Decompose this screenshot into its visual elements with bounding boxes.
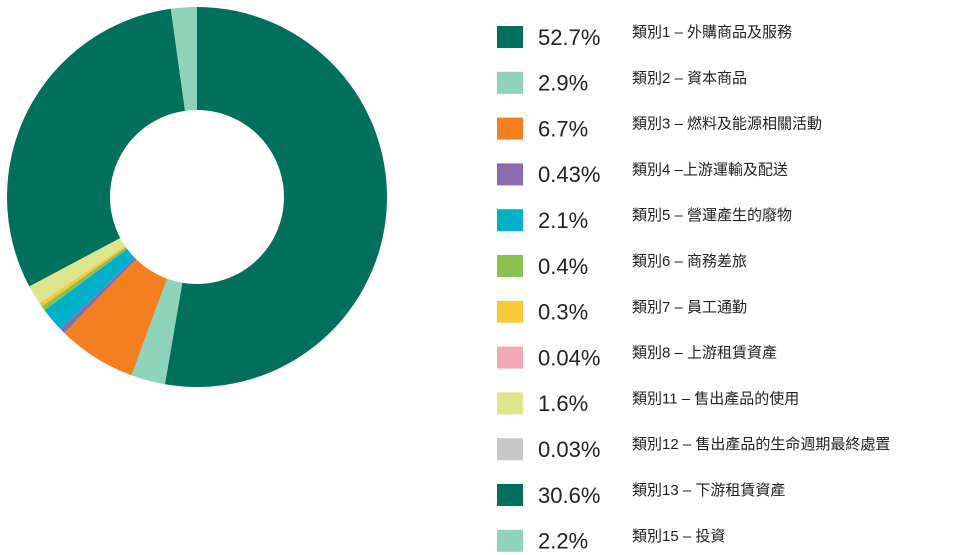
legend-label: 類別8 – 上游租賃資產 — [632, 345, 777, 362]
legend-label: 類別12 – 售出產品的生命週期最終處置 — [632, 435, 890, 453]
legend-label: 類別13 – 下游租賃資產 — [632, 482, 785, 499]
legend-swatch — [497, 484, 523, 506]
legend-swatch — [497, 438, 523, 461]
legend-swatch — [497, 163, 523, 186]
legend-value: 6.7% — [538, 116, 588, 141]
donut-slice — [29, 238, 125, 304]
donut-slice — [6, 8, 186, 287]
legend-label: 類別4 –上游運輸及配送 — [632, 161, 788, 178]
donut-slice — [41, 247, 128, 311]
legend-value: 52.7% — [538, 25, 600, 50]
legend-value: 0.03% — [538, 437, 600, 462]
legend-label: 類別6 – 商務差旅 — [632, 253, 747, 270]
legend-swatch — [497, 300, 523, 323]
donut-slice — [164, 7, 387, 387]
legend-value: 0.4% — [538, 254, 588, 279]
legend-label: 類別15 – 投資 — [632, 528, 725, 545]
legend-swatch — [497, 71, 523, 94]
legend-label: 類別7 – 員工通勤 — [632, 299, 747, 316]
donut-slice — [131, 278, 183, 385]
legend-value: 0.3% — [538, 300, 588, 325]
legend-label: 類別3 – 燃料及能源相關活動 — [632, 115, 822, 133]
donut-slice — [60, 257, 137, 334]
legend-label: 類別2 – 資本商品 — [632, 70, 747, 87]
donut-slice — [39, 245, 125, 304]
legend-swatch — [497, 346, 523, 369]
donut-slice — [170, 7, 197, 111]
legend-swatch — [497, 392, 523, 415]
legend-value: 1.6% — [538, 391, 588, 416]
legend-swatch — [497, 529, 523, 552]
legend-swatch — [497, 117, 523, 140]
legend-swatch — [497, 209, 523, 232]
legend-value: 0.43% — [538, 162, 600, 187]
donut-slice — [44, 248, 135, 330]
donut-slice — [29, 237, 121, 287]
legend-value: 2.1% — [538, 208, 588, 233]
legend-label: 類別11 – 售出產品的使用 — [632, 390, 799, 407]
legend-value: 0.04% — [538, 345, 600, 370]
legend-value: 2.9% — [538, 71, 588, 96]
legend-value: 2.2% — [538, 529, 588, 554]
donut-slice — [39, 245, 126, 307]
legend-label: 類別5 – 營運產生的廢物 — [632, 206, 792, 224]
legend-swatch — [497, 26, 523, 48]
legend-swatch — [497, 255, 523, 277]
legend-value: 30.6% — [538, 483, 600, 508]
donut-slice — [64, 259, 168, 376]
legend-label: 類別1 – 外購商品及服務 — [632, 24, 792, 41]
